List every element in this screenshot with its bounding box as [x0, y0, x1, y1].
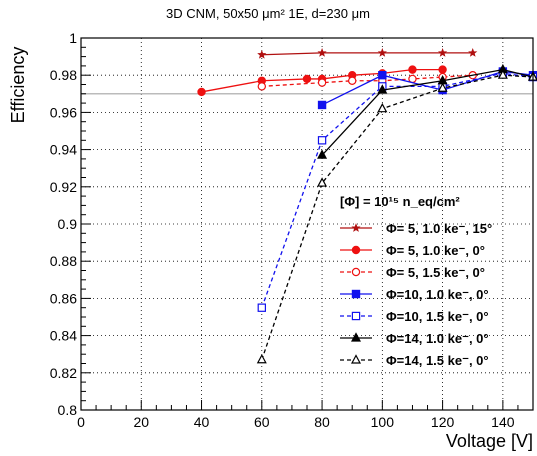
data-point — [438, 65, 447, 74]
y-tick-label: 0.92 — [50, 179, 77, 195]
legend-label: Φ=10, 1.0 ke⁻, 0° — [386, 287, 489, 302]
legend-item: Φ=10, 1.5 ke⁻, 0° — [340, 309, 489, 324]
data-point — [256, 354, 267, 364]
grid — [81, 38, 533, 410]
legend-marker — [351, 245, 361, 255]
x-tick-label: 80 — [314, 414, 330, 430]
data-point — [497, 69, 508, 79]
data-point — [348, 76, 357, 85]
x-tick-label: 60 — [254, 414, 270, 430]
data-point — [377, 84, 388, 94]
legend-label: Φ= 5, 1.5 ke⁻, 0° — [386, 265, 485, 280]
legend: [Φ] = 10¹⁵ n_eq/cm² Φ= 5, 1.0 ke⁻, 15° Φ= … — [340, 194, 492, 368]
data-point — [197, 87, 206, 97]
x-axis-title: Voltage [V] — [446, 431, 533, 451]
y-tick-label: 0.9 — [58, 216, 78, 232]
legend-label: Φ= 5, 1.0 ke⁻, 15° — [386, 221, 492, 236]
data-point — [317, 100, 327, 110]
y-tick-label: 0.88 — [50, 253, 77, 269]
x-tick-label: 40 — [194, 414, 210, 430]
legend-item: Φ= 5, 1.0 ke⁻, 15° — [340, 221, 492, 236]
legend-label: Φ=14, 1.5 ke⁻, 0° — [386, 353, 489, 368]
series-6 — [256, 69, 537, 364]
y-tick-label: 0.98 — [50, 67, 77, 83]
legend-label: Φ=10, 1.5 ke⁻, 0° — [386, 309, 489, 324]
y-tick-label: 0.94 — [50, 142, 77, 158]
legend-item: Φ=10, 1.0 ke⁻, 0° — [340, 287, 489, 302]
legend-item: Φ=14, 1.0 ke⁻, 0° — [340, 331, 489, 346]
data-point — [317, 177, 328, 187]
data-point — [257, 303, 267, 312]
x-tick-label: 20 — [133, 414, 149, 430]
legend-header: [Φ] = 10¹⁵ n_eq/cm² — [340, 194, 460, 209]
y-tick-label: 0.86 — [50, 290, 77, 306]
chart-title: 3D CNM, 50x50 μm² 1E, d=230 μm — [166, 6, 370, 21]
y-tick-label: 0.8 — [58, 402, 78, 418]
y-axis-title: Efficiency — [8, 47, 28, 124]
data-point — [408, 65, 417, 74]
legend-marker — [351, 223, 361, 232]
data-point — [317, 136, 327, 145]
legend-marker — [351, 311, 361, 321]
legend-marker — [351, 332, 361, 342]
series-line — [261, 72, 534, 308]
x-tick-label: 140 — [491, 414, 515, 430]
data-point — [378, 70, 387, 80]
series-0 — [257, 48, 478, 59]
series-line — [201, 68, 443, 93]
data-point — [377, 48, 387, 57]
legend-item: Φ= 5, 1.5 ke⁻, 0° — [340, 265, 485, 280]
data-point — [317, 48, 327, 57]
x-axis: 0 20 40 60 80 100 120 140 — [77, 400, 534, 430]
x-tick-label: 0 — [77, 414, 85, 430]
series-line — [261, 74, 534, 360]
legend-marker — [351, 267, 361, 277]
data-point — [257, 82, 266, 91]
data-point — [468, 48, 478, 57]
data-point — [438, 48, 448, 57]
legend-marker — [351, 289, 361, 299]
legend-label: Φ= 5, 1.0 ke⁻, 0° — [386, 243, 485, 258]
y-axis: 0.8 0.82 0.84 0.86 0.88 0.9 0.92 0.94 0.96 0.98 1 — [50, 30, 91, 418]
data-point — [317, 78, 327, 87]
y-tick-label: 1 — [69, 30, 77, 46]
data-point — [302, 74, 312, 84]
legend-marker — [351, 354, 361, 364]
y-tick-label: 0.84 — [50, 328, 77, 344]
legend-item: Φ=14, 1.5 ke⁻, 0° — [340, 353, 489, 368]
data-point — [377, 102, 388, 113]
legend-item: Φ= 5, 1.0 ke⁻, 0° — [340, 243, 485, 258]
legend-label: Φ=14, 1.0 ke⁻, 0° — [386, 331, 489, 346]
x-tick-label: 120 — [431, 414, 455, 430]
x-tick-label: 100 — [371, 414, 395, 430]
data-point — [257, 49, 267, 59]
y-tick-label: 0.82 — [50, 365, 77, 381]
y-tick-label: 0.96 — [50, 104, 77, 120]
data-point — [437, 82, 448, 92]
data-point — [317, 149, 328, 159]
